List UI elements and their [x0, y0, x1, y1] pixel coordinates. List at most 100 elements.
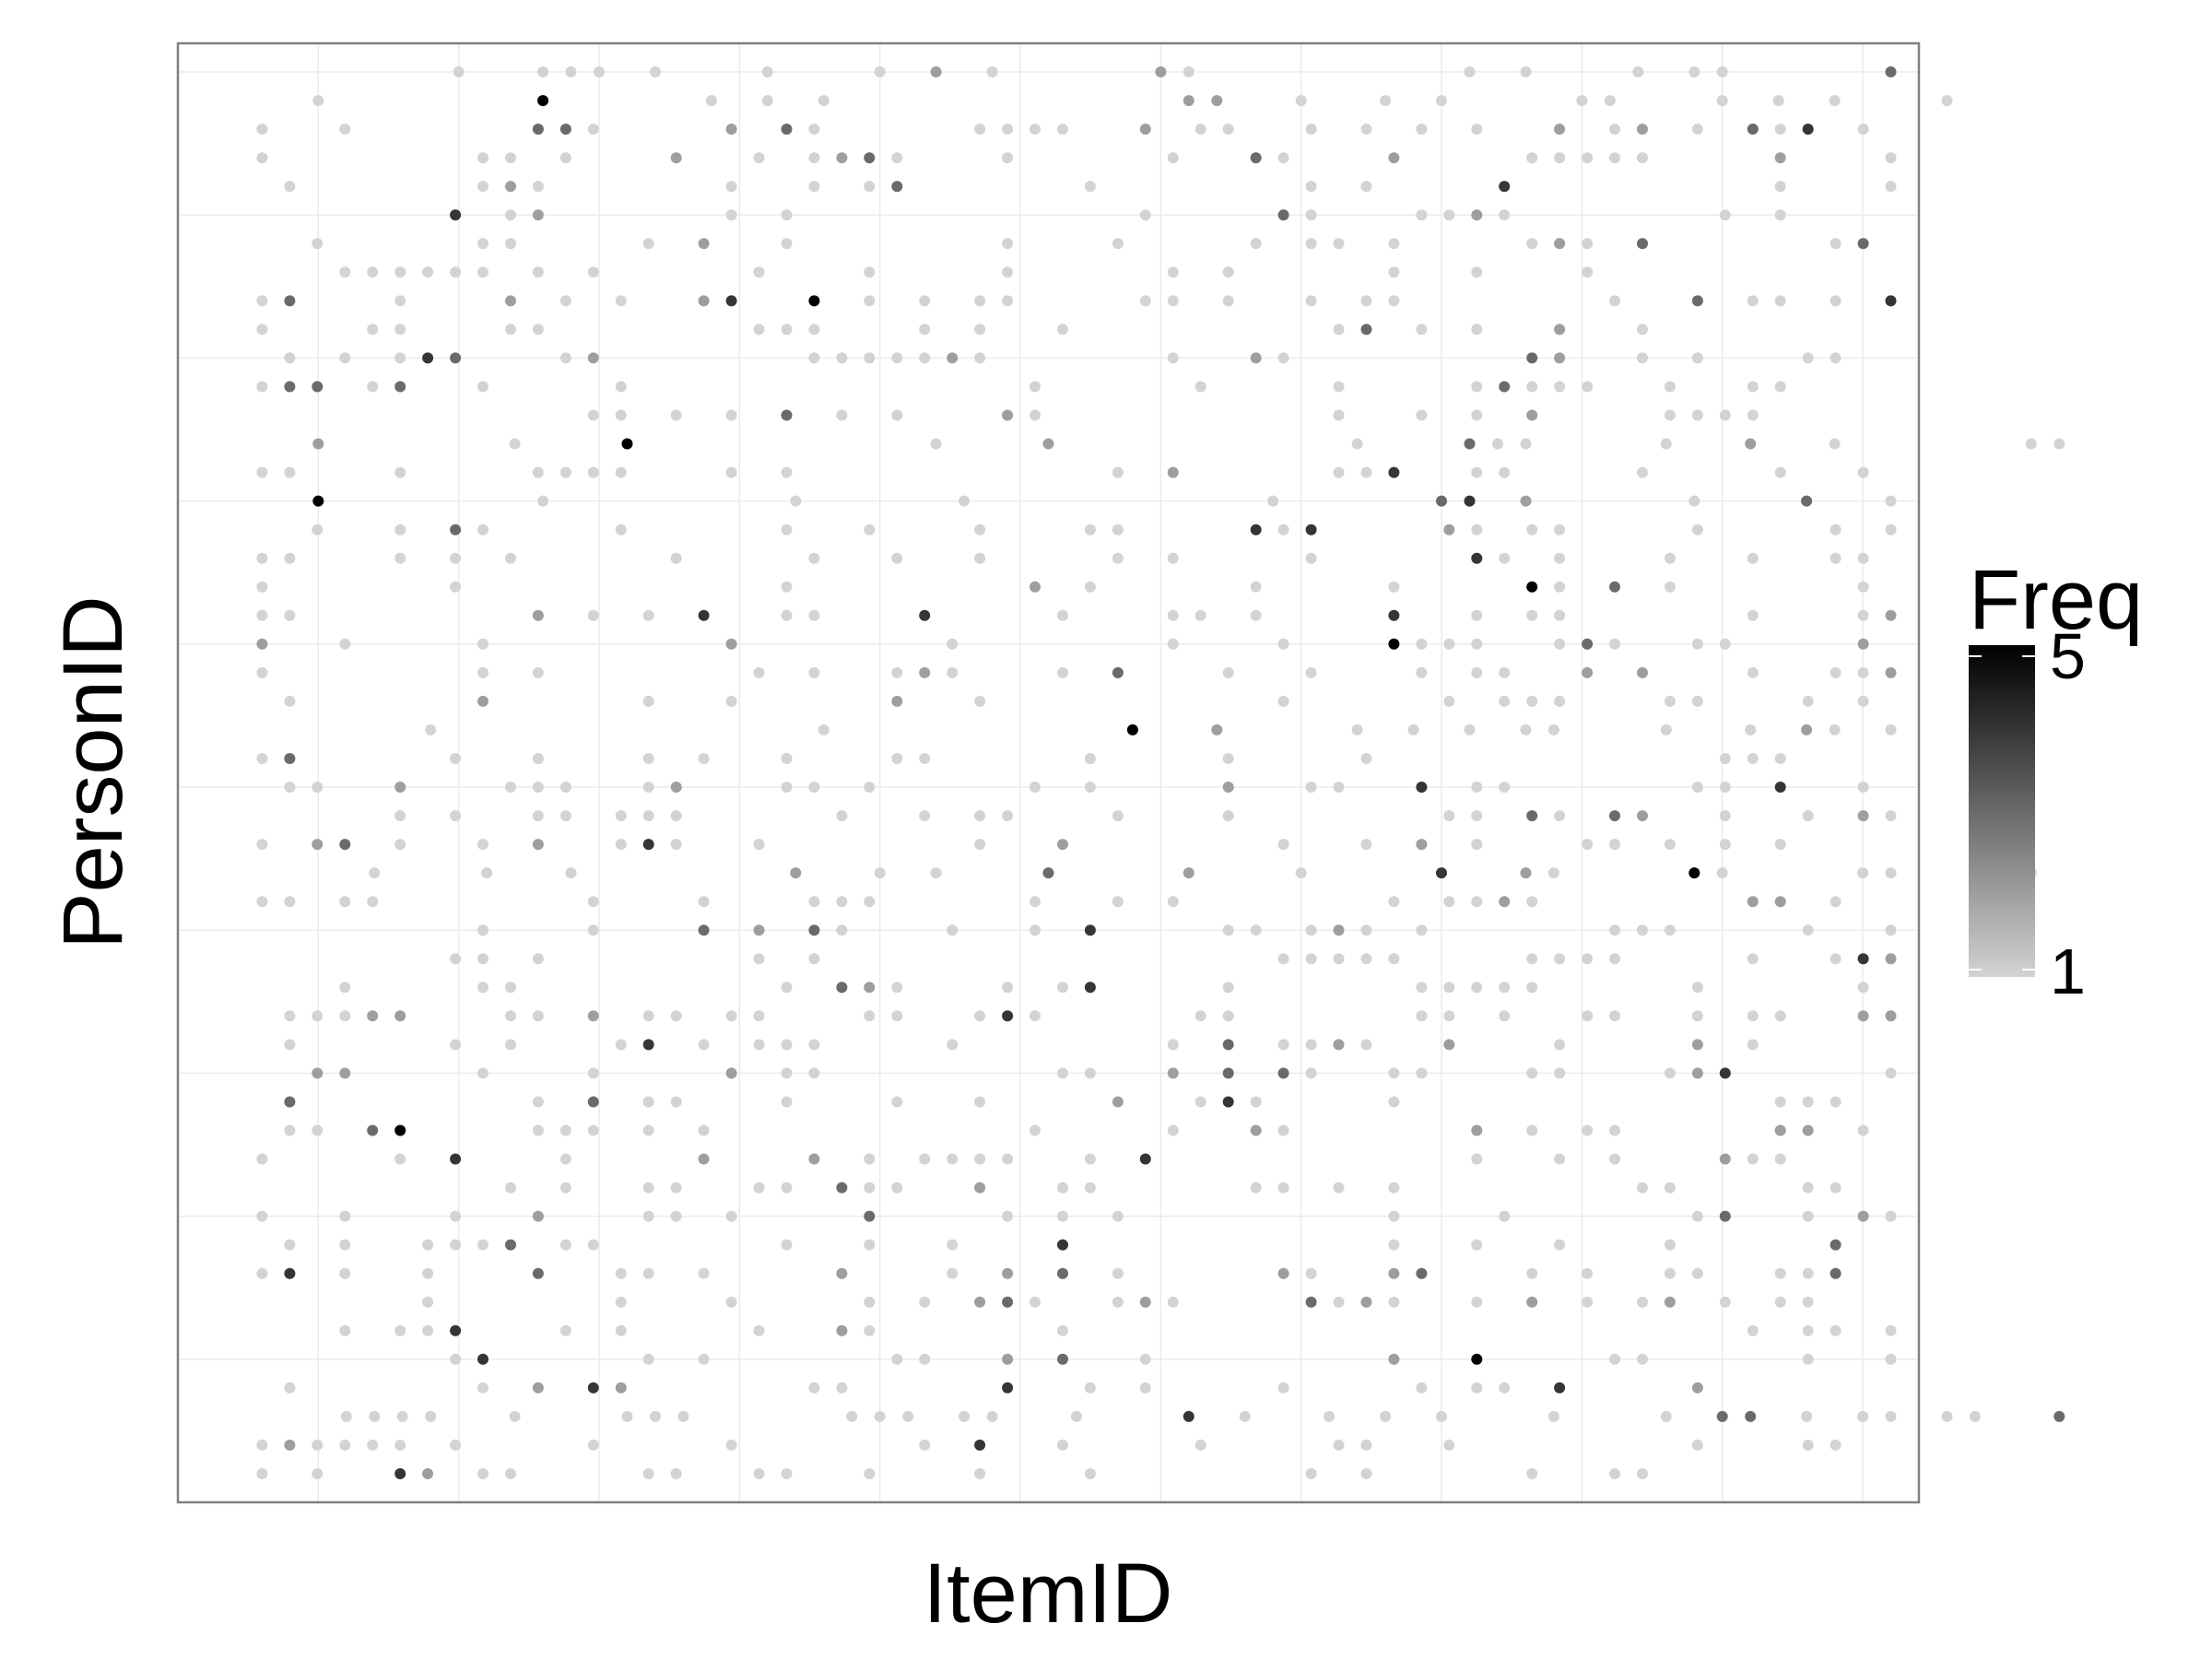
data-point — [1547, 724, 1559, 735]
data-point — [1609, 839, 1620, 851]
data-point — [864, 181, 876, 193]
data-point — [808, 953, 820, 965]
data-point — [986, 1410, 998, 1422]
data-point — [1222, 753, 1234, 764]
data-point — [1360, 924, 1372, 936]
data-point — [1194, 1096, 1206, 1108]
data-point — [1885, 1410, 1897, 1422]
data-point — [1443, 524, 1455, 535]
data-point — [1436, 1410, 1447, 1422]
data-point — [1691, 524, 1703, 535]
data-point — [1830, 352, 1841, 364]
data-point — [1002, 238, 1014, 250]
data-point — [1351, 724, 1363, 735]
data-point — [698, 753, 710, 764]
data-point — [1464, 724, 1476, 735]
data-point — [1582, 953, 1594, 965]
data-point — [394, 1468, 406, 1479]
data-point — [891, 1096, 903, 1108]
data-point — [1802, 1182, 1814, 1194]
data-point — [1609, 1353, 1620, 1365]
data-point — [1637, 324, 1648, 335]
data-point — [1139, 1353, 1151, 1365]
data-point — [1030, 1296, 1041, 1308]
data-point — [642, 782, 654, 793]
data-point — [339, 638, 351, 650]
data-point — [505, 209, 516, 221]
legend-label-max: 5 — [2050, 620, 2086, 692]
data-point — [1499, 782, 1511, 793]
data-point — [1324, 1410, 1335, 1422]
data-point — [1492, 438, 1503, 450]
data-point — [919, 1439, 931, 1451]
data-point — [919, 753, 931, 764]
data-point — [1499, 695, 1511, 707]
data-point — [312, 381, 324, 393]
data-point — [394, 839, 406, 851]
data-point — [864, 1210, 876, 1222]
data-point — [1885, 666, 1897, 678]
data-point — [1688, 66, 1700, 77]
data-point — [594, 66, 605, 77]
data-point — [422, 1468, 434, 1479]
data-point — [642, 1267, 654, 1279]
data-point — [477, 1239, 488, 1251]
data-point — [450, 209, 462, 221]
data-point — [505, 152, 516, 164]
data-point — [1333, 1182, 1345, 1194]
data-point — [450, 552, 462, 564]
data-point — [450, 753, 462, 764]
data-point — [450, 1439, 462, 1451]
data-point — [1499, 1382, 1511, 1394]
legend-label-min: 1 — [2050, 935, 2086, 1007]
data-point — [1112, 1267, 1124, 1279]
data-point — [677, 1410, 689, 1422]
data-point — [1030, 381, 1041, 393]
data-point — [1277, 1067, 1289, 1079]
data-point — [1664, 1067, 1676, 1079]
data-point — [1443, 1439, 1455, 1451]
data-point — [642, 753, 654, 764]
data-point — [725, 1210, 737, 1222]
data-point — [930, 66, 942, 77]
data-point — [284, 1239, 296, 1251]
data-point — [1664, 552, 1676, 564]
data-point — [1057, 1239, 1068, 1251]
data-point — [1554, 1239, 1566, 1251]
data-point — [1747, 381, 1759, 393]
data-point — [509, 438, 521, 450]
data-point — [1774, 1124, 1786, 1136]
data-point — [394, 295, 406, 307]
data-point — [1471, 1124, 1483, 1136]
data-point — [808, 1382, 820, 1394]
data-point — [919, 295, 931, 307]
data-point — [394, 1153, 406, 1165]
data-point — [1388, 1267, 1400, 1279]
data-point — [698, 1353, 710, 1365]
data-point — [256, 381, 268, 393]
data-point — [1030, 896, 1041, 908]
data-point — [1747, 409, 1759, 421]
data-point — [284, 1096, 296, 1108]
data-point — [587, 924, 599, 936]
data-point — [339, 896, 351, 908]
data-point — [1857, 695, 1869, 707]
data-point — [725, 466, 737, 478]
data-point — [1520, 66, 1532, 77]
data-point — [1277, 209, 1289, 221]
data-point — [1084, 924, 1096, 936]
data-point — [1182, 1410, 1194, 1422]
data-point — [1716, 95, 1728, 107]
data-point — [1002, 1382, 1014, 1394]
data-point — [781, 324, 793, 335]
data-point — [532, 953, 544, 965]
data-point — [1802, 924, 1814, 936]
data-point — [1885, 295, 1897, 307]
data-point — [836, 1324, 848, 1336]
data-point — [1885, 1067, 1897, 1079]
data-point — [1719, 1296, 1731, 1308]
data-point — [339, 1010, 351, 1022]
data-point — [425, 1410, 437, 1422]
data-point — [450, 810, 462, 822]
data-point — [1801, 1410, 1813, 1422]
